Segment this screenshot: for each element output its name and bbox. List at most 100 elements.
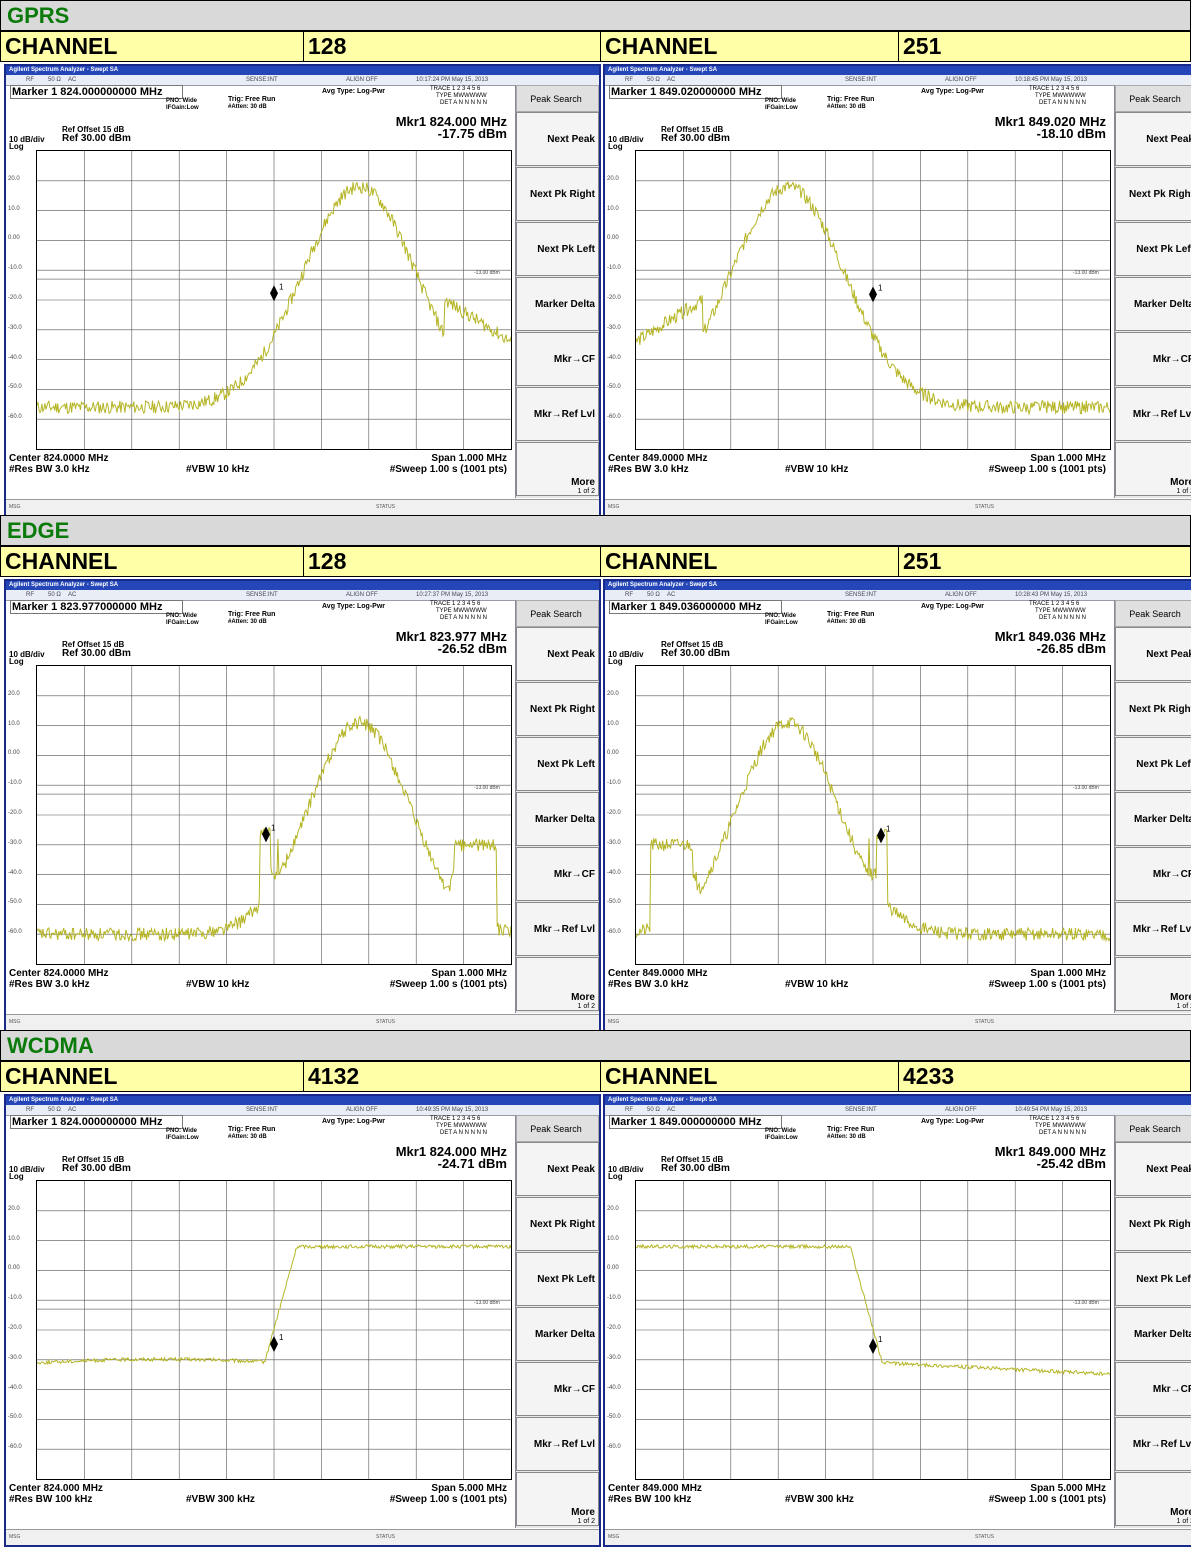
mkr-ref-lvl-button[interactable]: Mkr→Ref Lvl xyxy=(1115,1417,1191,1471)
detector-info: DET A N N N N N xyxy=(1039,615,1086,621)
trace-type: TYPE MWWWWW xyxy=(436,93,487,99)
y-tick-label: -50.0 xyxy=(8,899,22,906)
y-tick-label: -20.0 xyxy=(607,810,621,816)
res-bw: #Res BW 100 kHz xyxy=(9,1494,93,1505)
mkr-cf-button[interactable]: Mkr→CF xyxy=(1115,1362,1191,1416)
msg-label: MSG xyxy=(9,1534,21,1540)
next-pk-left-button[interactable]: Next Pk Left xyxy=(1115,222,1191,276)
y-tick-label: 0.00 xyxy=(607,235,619,242)
pno-setting: PNO: Wide xyxy=(166,1128,197,1134)
mkr-cf-button[interactable]: Mkr→CF xyxy=(516,847,599,901)
res-bw: #Res BW 3.0 kHz xyxy=(608,979,689,990)
marker-readout[interactable]: Marker 1 824.000000000 MHz xyxy=(10,85,184,99)
mkr-ref-lvl-button[interactable]: Mkr→Ref Lvl xyxy=(1115,387,1191,441)
span: Span 1.000 MHz xyxy=(1030,968,1106,979)
next-pk-right-button[interactable]: Next Pk Right xyxy=(1115,1197,1191,1251)
next-pk-left-button[interactable]: Next Pk Left xyxy=(1115,1252,1191,1306)
status-ohm: 50 Ω xyxy=(647,1107,660,1113)
trace-info: TRACE 1 2 3 4 5 6 xyxy=(1029,601,1080,607)
next-peak-button[interactable]: Next Peak xyxy=(1115,627,1191,681)
next-peak-button[interactable]: Next Peak xyxy=(1115,112,1191,166)
status-align: ALIGN OFF xyxy=(945,77,977,83)
pno-setting: PNO: Wide xyxy=(765,98,796,104)
peak-search-header[interactable]: Peak Search xyxy=(1115,85,1191,112)
spectrum-analyzer-screen: Agilent Spectrum Analyzer - Swept SA RF 50… xyxy=(603,579,1191,1032)
more-label: More xyxy=(1170,1507,1191,1518)
spectrum-trace xyxy=(636,716,1110,942)
peak-search-header[interactable]: Peak Search xyxy=(1115,1115,1191,1142)
marker-delta-button[interactable]: Marker Delta xyxy=(516,792,599,846)
next-pk-right-button[interactable]: Next Pk Right xyxy=(516,682,599,736)
marker-readout[interactable]: Marker 1 849.036000000 MHz xyxy=(609,600,783,614)
mkr-cf-button[interactable]: Mkr→CF xyxy=(1115,332,1191,386)
channel-number: 4132 xyxy=(303,1062,600,1091)
mkr-ref-lvl-button[interactable]: Mkr→Ref Lvl xyxy=(516,902,599,956)
marker-delta-button[interactable]: Marker Delta xyxy=(1115,1307,1191,1361)
status-rf: RF xyxy=(26,77,34,83)
marker-delta-button[interactable]: Marker Delta xyxy=(516,277,599,331)
peak-search-header[interactable]: Peak Search xyxy=(1115,600,1191,627)
y-tick-label: 10.0 xyxy=(8,205,20,212)
peak-search-header[interactable]: Peak Search xyxy=(516,1115,599,1142)
y-tick-label: 20.0 xyxy=(8,1205,20,1212)
next-pk-left-button[interactable]: Next Pk Left xyxy=(516,222,599,276)
atten-setting: #Atten: 30 dB xyxy=(228,104,267,110)
peak-search-header[interactable]: Peak Search xyxy=(516,85,599,112)
ifgain-setting: IFGain:Low xyxy=(166,105,199,111)
next-peak-button[interactable]: Next Peak xyxy=(516,627,599,681)
message-bar: MSG STATUS xyxy=(605,1529,1191,1545)
next-peak-button[interactable]: Next Peak xyxy=(516,112,599,166)
marker-readout[interactable]: Marker 1 823.977000000 MHz xyxy=(10,600,184,614)
status-rf: RF xyxy=(625,1107,633,1113)
marker-delta-button[interactable]: Marker Delta xyxy=(516,1307,599,1361)
y-tick-label: -40.0 xyxy=(8,354,22,361)
ref-offset: Ref Offset 15 dB xyxy=(661,125,724,134)
marker-delta-button[interactable]: Marker Delta xyxy=(1115,792,1191,846)
marker-readout[interactable]: Marker 1 849.000000000 MHz xyxy=(609,1115,783,1129)
trigger-setting: Trig: Free Run xyxy=(827,1126,875,1133)
mkr-ref-lvl-button[interactable]: Mkr→Ref Lvl xyxy=(1115,902,1191,956)
marker-readout[interactable]: Marker 1 849.020000000 MHz xyxy=(609,85,783,99)
message-bar: MSG STATUS xyxy=(6,499,599,515)
next-pk-right-button[interactable]: Next Pk Right xyxy=(516,1197,599,1251)
status-label: STATUS xyxy=(376,1019,395,1025)
marker-frequency: Mkr1 849.020 MHz xyxy=(994,114,1106,129)
mkr-ref-lvl-button[interactable]: Mkr→Ref Lvl xyxy=(516,1417,599,1471)
next-pk-left-button[interactable]: Next Pk Left xyxy=(1115,737,1191,791)
ifgain-setting: IFGain:Low xyxy=(765,105,798,111)
y-tick-label: -20.0 xyxy=(607,1325,621,1331)
next-pk-right-button[interactable]: Next Pk Right xyxy=(1115,682,1191,736)
pno-setting: PNO: Wide xyxy=(765,1128,796,1134)
limit-label: -13.00 dBm xyxy=(474,1300,500,1307)
next-pk-right-button[interactable]: Next Pk Right xyxy=(1115,167,1191,221)
softkey-panel: Peak Search Next Peak Next Pk Right Next Pk… xyxy=(515,600,599,1013)
log-label: Log xyxy=(9,1172,24,1181)
center-frequency: Center 849.0000 MHz xyxy=(608,968,708,979)
next-peak-button[interactable]: Next Peak xyxy=(1115,1142,1191,1196)
status-rf: RF xyxy=(625,592,633,598)
marker-delta-button[interactable]: Marker Delta xyxy=(1115,277,1191,331)
spectrum-analyzer-screen: Agilent Spectrum Analyzer - Swept SA RF 50… xyxy=(603,64,1191,517)
mkr-cf-button[interactable]: Mkr→CF xyxy=(516,332,599,386)
y-tick-label: -10.0 xyxy=(607,265,621,272)
status-ac: AC xyxy=(667,592,676,598)
marker-readout[interactable]: Marker 1 824.000000000 MHz xyxy=(10,1115,184,1129)
mkr-cf-button[interactable]: Mkr→CF xyxy=(1115,847,1191,901)
next-peak-button[interactable]: Next Peak xyxy=(516,1142,599,1196)
status-label: STATUS xyxy=(376,504,395,510)
ifgain-setting: IFGain:Low xyxy=(166,1135,199,1141)
next-pk-right-button[interactable]: Next Pk Right xyxy=(516,167,599,221)
mkr-cf-button[interactable]: Mkr→CF xyxy=(516,1362,599,1416)
next-pk-left-button[interactable]: Next Pk Left xyxy=(516,1252,599,1306)
status-time: 10:49:54 PM May 15, 2013 xyxy=(1015,1107,1088,1113)
marker-1-diamond xyxy=(262,826,270,843)
mkr-ref-lvl-button[interactable]: Mkr→Ref Lvl xyxy=(516,387,599,441)
peak-search-header[interactable]: Peak Search xyxy=(516,600,599,627)
next-pk-left-button[interactable]: Next Pk Left xyxy=(516,737,599,791)
